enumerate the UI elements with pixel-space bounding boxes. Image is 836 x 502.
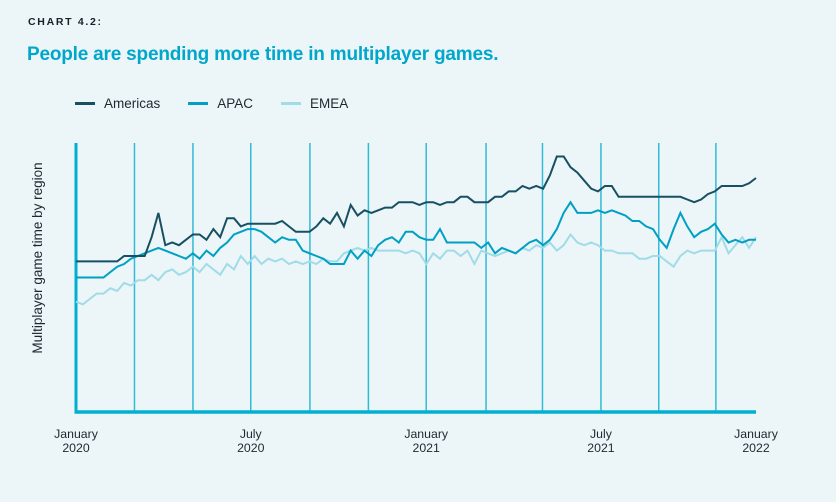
apac-line	[76, 200, 756, 279]
legend-swatch-icon	[281, 102, 302, 105]
legend-item-apac: APAC	[188, 96, 253, 111]
chart-title: People are spending more time in multipl…	[27, 44, 499, 65]
chart-kicker: CHART 4.2:	[28, 16, 103, 28]
x-tick-text: July	[239, 427, 262, 441]
x-tick-text: 2020	[237, 441, 265, 455]
x-tick-text: January	[404, 427, 449, 441]
y-axis-label: Multiplayer game time by region	[30, 162, 45, 354]
x-tick-label: July 2020	[206, 427, 296, 455]
legend-item-emea: EMEA	[281, 96, 348, 111]
x-tick-text: January	[734, 427, 778, 441]
x-tick-label: January 2021	[381, 427, 471, 455]
x-tick-text: July	[590, 427, 612, 441]
x-tick-text: 2022	[742, 441, 770, 455]
x-tick-label: January 2020	[31, 427, 121, 455]
x-tick-text: January	[54, 427, 98, 441]
legend-item-americas: Americas	[75, 96, 160, 111]
x-tick-text: 2021	[587, 441, 615, 455]
x-tick-label: July 2021	[556, 427, 646, 455]
legend-label: Americas	[104, 96, 161, 111]
legend: Americas APAC EMEA	[75, 96, 348, 111]
x-tick-text: 2020	[62, 441, 90, 455]
x-tick-label: January 2022	[711, 427, 801, 455]
legend-label: EMEA	[310, 96, 349, 111]
x-tick-text: 2021	[412, 441, 440, 455]
legend-swatch-icon	[188, 102, 209, 105]
americas-line	[76, 155, 757, 263]
legend-swatch-icon	[75, 102, 95, 105]
emea-line	[75, 232, 757, 306]
legend-label: APAC	[217, 96, 254, 111]
